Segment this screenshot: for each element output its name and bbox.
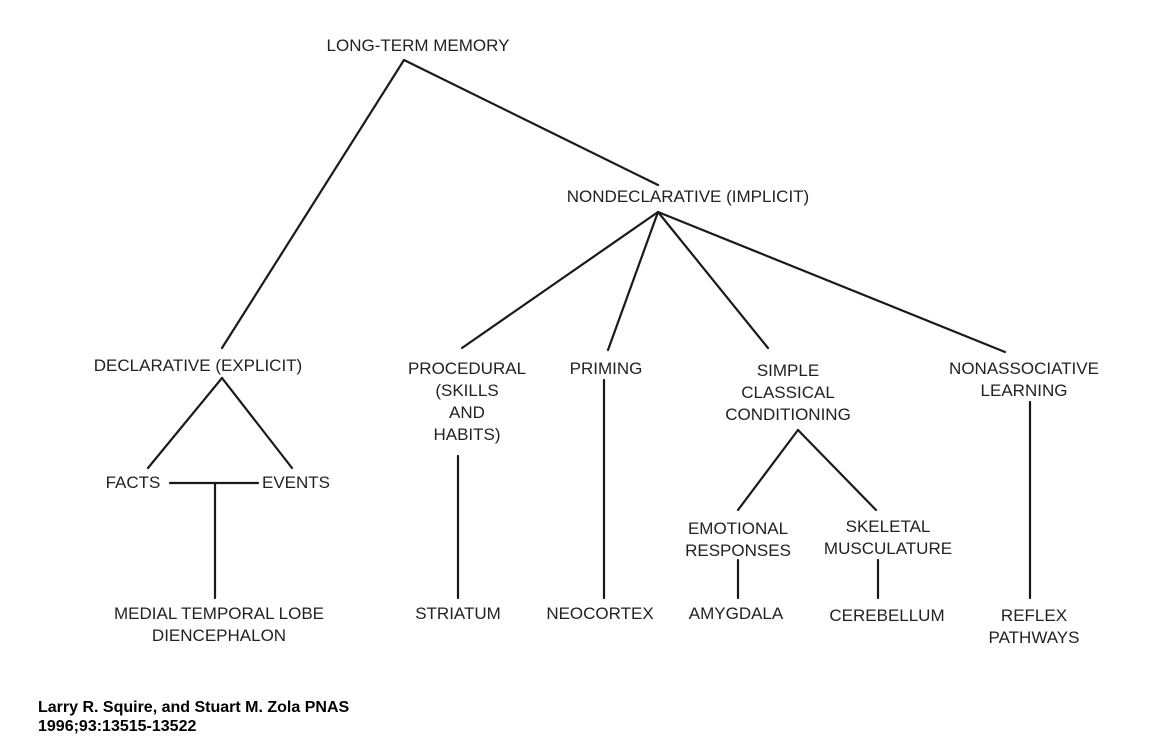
node-emotional-responses: EMOTIONAL RESPONSES — [685, 518, 791, 562]
node-label: LEARNING — [980, 381, 1068, 400]
node-priming: PRIMING — [570, 358, 643, 380]
edge-declarative-events — [220, 376, 294, 470]
edge-ltm-declarative — [220, 58, 406, 350]
edge-nondecl-procedural — [460, 210, 660, 350]
node-declarative: DECLARATIVE (EXPLICIT) — [94, 355, 302, 377]
node-neocortex: NEOCORTEX — [546, 603, 653, 625]
node-label: NEOCORTEX — [546, 604, 654, 623]
node-label: SKELETAL — [845, 517, 931, 536]
node-label: CONDITIONING — [725, 405, 851, 424]
node-label: NONASSOCIATIVE — [949, 359, 1099, 378]
edge-nondecl-nonassociative — [656, 210, 1007, 354]
node-facts: FACTS — [106, 472, 161, 494]
node-label: EVENTS — [261, 473, 331, 492]
citation-line-2: 1996;93:13515-13522 — [38, 718, 197, 735]
node-label: EMOTIONAL — [687, 519, 789, 538]
node-label: AMYGDALA — [688, 604, 784, 623]
node-nonassociative-learning: NONASSOCIATIVE LEARNING — [949, 358, 1099, 402]
edge-ltm-nondeclarative — [402, 58, 660, 187]
edge-declarative-facts — [146, 376, 224, 470]
node-striatum: STRIATUM — [415, 603, 501, 625]
edge-simple-skeletal — [796, 428, 878, 512]
edge-nondecl-priming — [606, 210, 660, 352]
node-label: HABITS) — [433, 425, 501, 444]
node-label: CLASSICAL — [741, 383, 835, 402]
node-label: STRIATUM — [415, 604, 501, 623]
node-label: DIENCEPHALON — [151, 626, 287, 645]
node-label: FACTS — [105, 473, 161, 492]
node-procedural: PROCEDURAL (SKILLS AND HABITS) — [408, 358, 526, 446]
node-label: SIMPLE — [756, 361, 820, 380]
node-events: EVENTS — [262, 472, 330, 494]
node-label: PROCEDURAL — [407, 359, 527, 378]
edge-nondecl-simple — [656, 210, 770, 350]
node-label: REFLEX — [1000, 606, 1068, 625]
node-simple-classical-conditioning: SIMPLE CLASSICAL CONDITIONING — [725, 360, 851, 426]
citation-line-1: Larry R. Squire, and Stuart M. Zola PNAS — [38, 699, 350, 716]
edge-simple-emotional — [736, 428, 800, 512]
node-amygdala: AMYGDALA — [689, 603, 783, 625]
node-skeletal-musculature: SKELETAL MUSCULATURE — [824, 516, 952, 560]
node-label: (SKILLS — [435, 381, 499, 400]
citation: Larry R. Squire, and Stuart M. Zola PNAS… — [38, 698, 349, 736]
node-label: CEREBELLUM — [829, 606, 945, 625]
node-medial-temporal-lobe: MEDIAL TEMPORAL LOBE DIENCEPHALON — [114, 603, 324, 647]
node-label: MUSCULATURE — [823, 539, 953, 558]
node-label: LONG-TERM MEMORY — [326, 36, 510, 55]
node-label: PRIMING — [569, 359, 643, 378]
node-cerebellum: CEREBELLUM — [829, 605, 944, 627]
node-label: NONDECLARATIVE (IMPLICIT) — [566, 187, 810, 206]
node-nondeclarative: NONDECLARATIVE (IMPLICIT) — [567, 186, 809, 208]
node-label: AND — [449, 403, 485, 422]
node-long-term-memory: LONG-TERM MEMORY — [327, 35, 510, 57]
node-reflex-pathways: REFLEX PATHWAYS — [989, 605, 1080, 649]
node-label: MEDIAL TEMPORAL LOBE — [113, 604, 325, 623]
node-label: RESPONSES — [685, 541, 791, 560]
node-label: DECLARATIVE (EXPLICIT) — [93, 356, 303, 375]
node-label: PATHWAYS — [988, 628, 1080, 647]
